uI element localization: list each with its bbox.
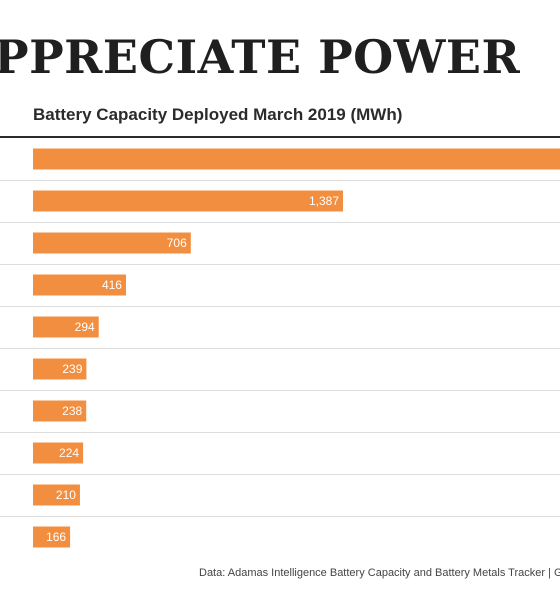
bar-value-label: 238 <box>62 404 82 418</box>
bar-value-label: 1,387 <box>309 194 339 208</box>
page-title: PPRECIATE POWER <box>0 30 521 84</box>
bar-value-label: 706 <box>167 236 187 250</box>
bar-2 <box>33 190 343 212</box>
header-rule <box>0 136 560 138</box>
bar-value-label: 239 <box>62 362 82 376</box>
bar-value-label: 416 <box>102 278 122 292</box>
bar-1 <box>33 148 560 170</box>
bar-7 <box>33 400 87 422</box>
bar-value-label: 294 <box>75 320 95 334</box>
bar-8 <box>33 442 84 464</box>
bar-10 <box>33 526 71 548</box>
source-note: Data: Adamas Intelligence Battery Capaci… <box>199 567 560 579</box>
bar-9 <box>33 484 80 506</box>
bar-value-label: 210 <box>56 488 76 502</box>
chart-subtitle: Battery Capacity Deployed March 2019 (MW… <box>33 105 403 124</box>
bar-value-label: 224 <box>59 446 79 460</box>
bar-3 <box>33 232 191 254</box>
bar-6 <box>33 358 87 380</box>
bar-4 <box>33 274 126 296</box>
bar-chart: 1,387 706 416 294 239 238 224 210 166 <box>0 148 560 548</box>
bar-5 <box>33 316 99 338</box>
bar-value-label: 166 <box>46 530 66 544</box>
